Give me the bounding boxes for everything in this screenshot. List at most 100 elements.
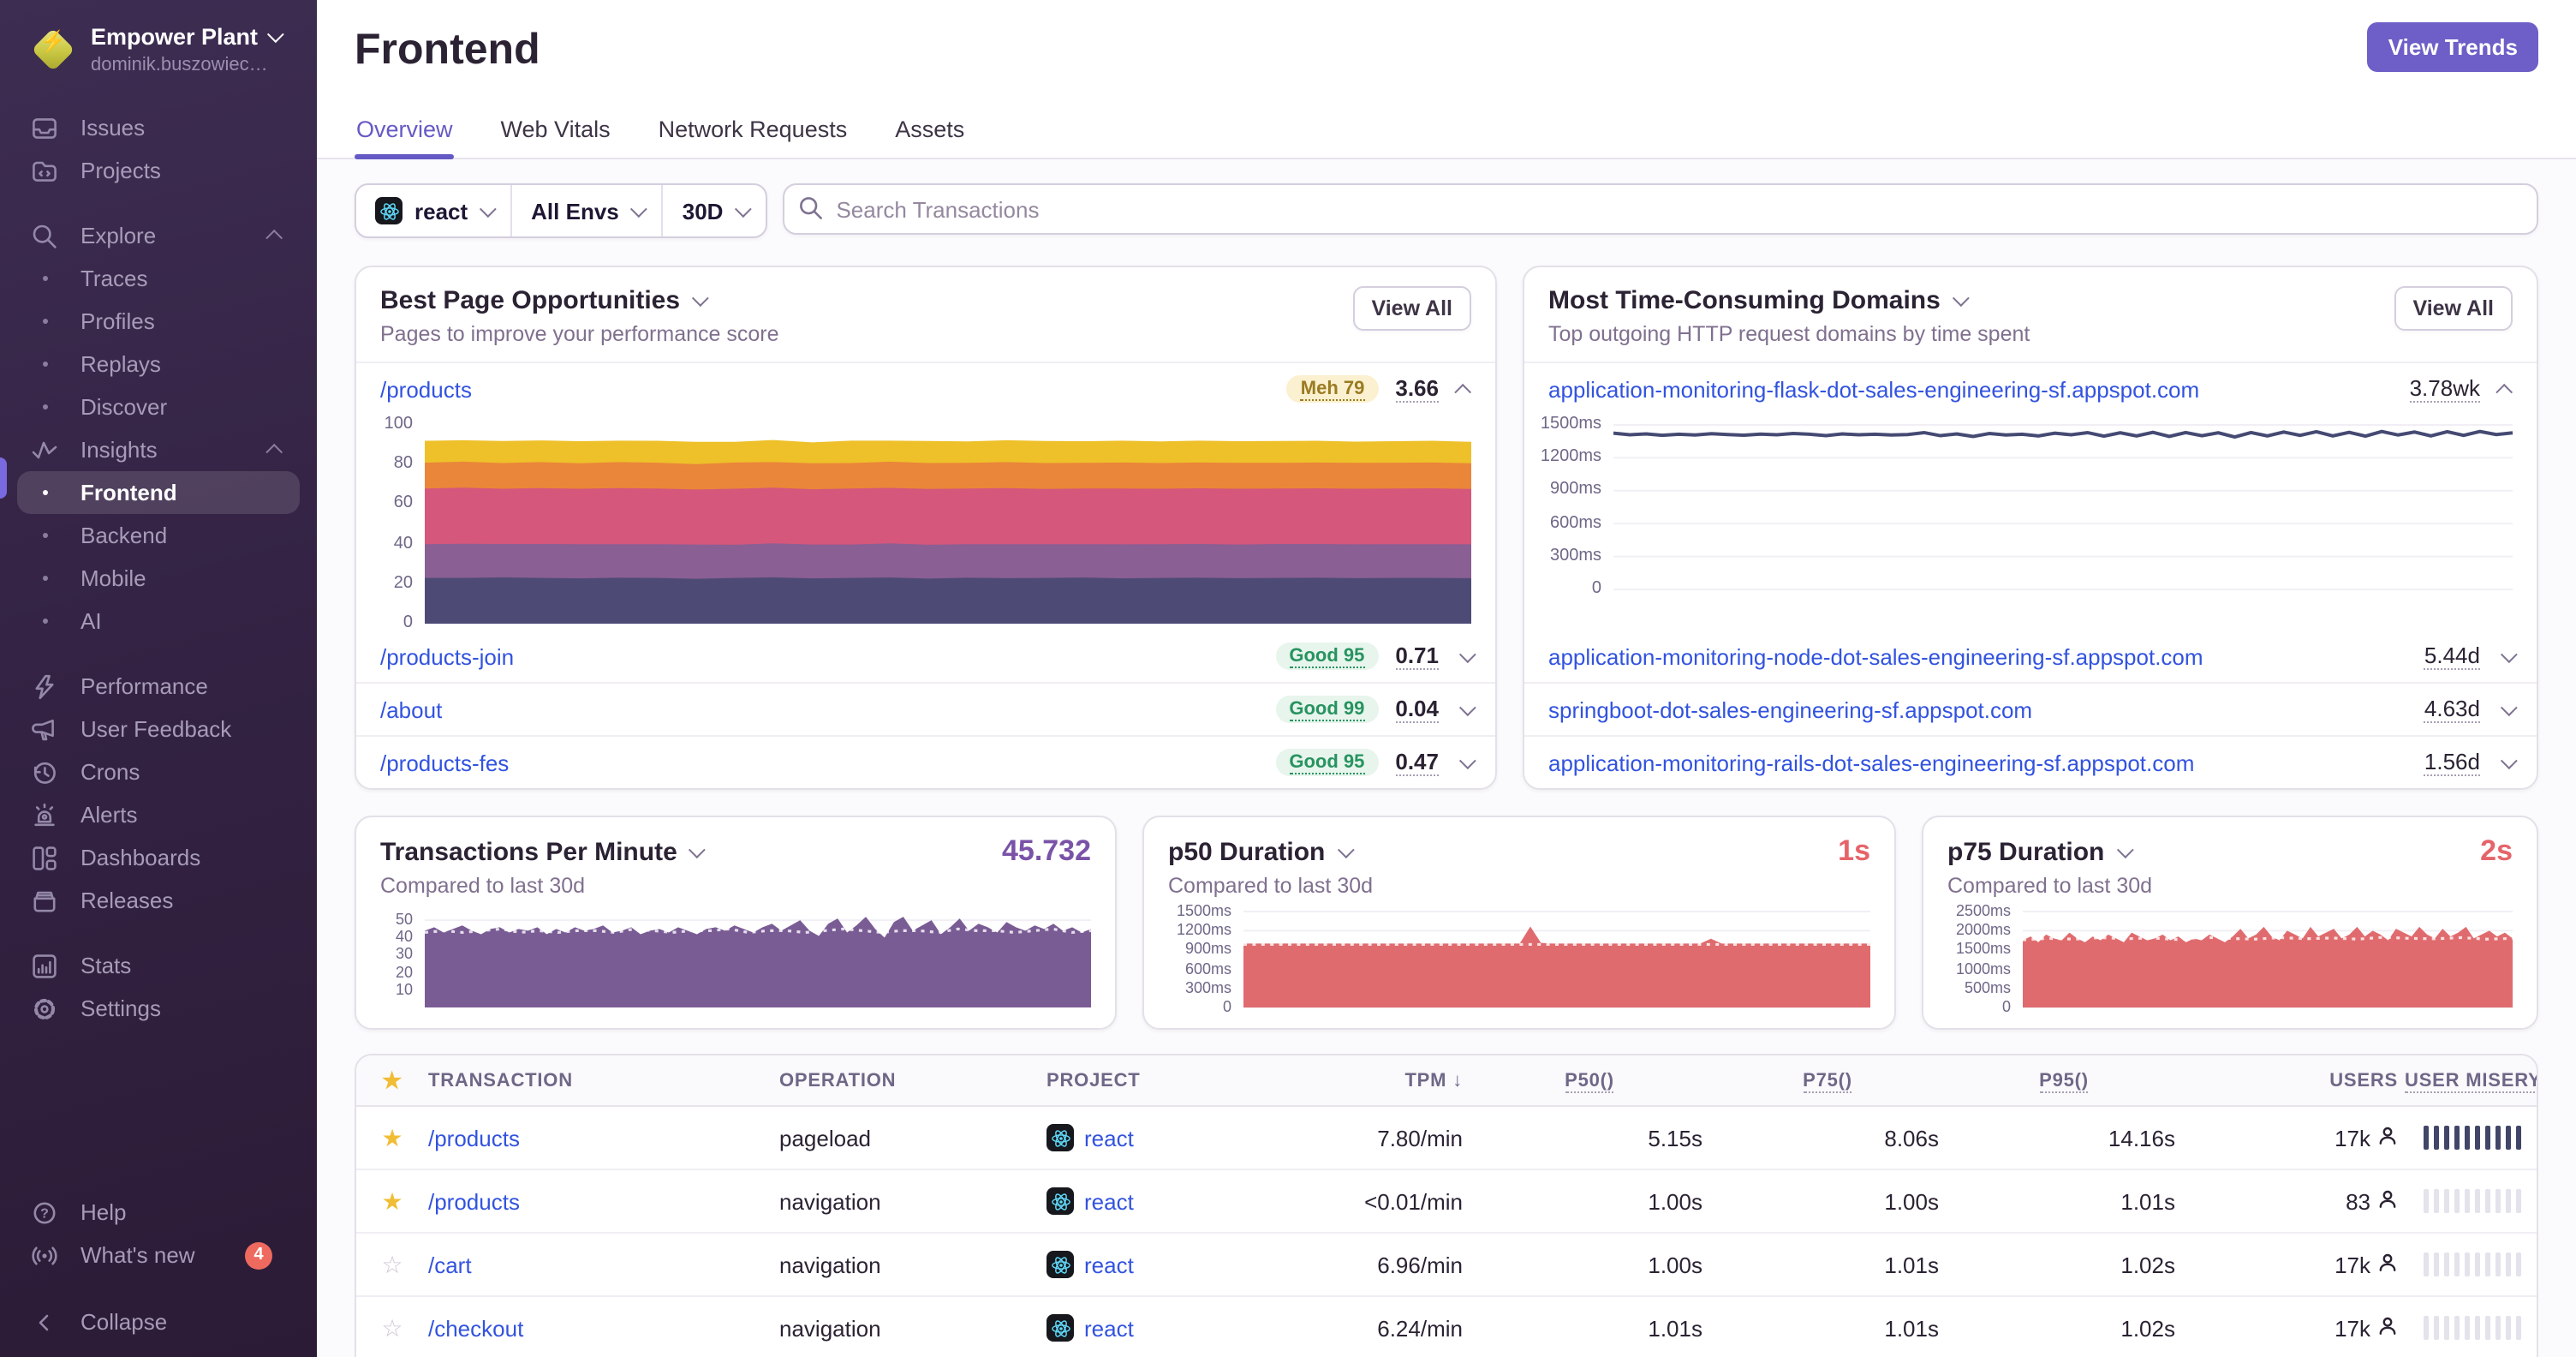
- card-title[interactable]: Most Time-Consuming Domains: [1548, 286, 2030, 315]
- environment-filter[interactable]: All Envs: [510, 185, 662, 236]
- sidebar-item-stats[interactable]: Stats: [17, 944, 300, 987]
- sidebar-item-performance[interactable]: Performance: [17, 665, 300, 708]
- siren-icon: [31, 801, 58, 828]
- sidebar-item-user-feedback[interactable]: User Feedback: [17, 708, 300, 750]
- column-header-tpm[interactable]: TPM ↓: [1315, 1070, 1470, 1091]
- collapse-row-icon[interactable]: [2496, 382, 2513, 400]
- expand-row-icon[interactable]: [1458, 645, 1476, 663]
- metric-subtitle: Compared to last 30d: [1168, 874, 1374, 898]
- sidebar-item-backend[interactable]: Backend: [17, 514, 300, 557]
- column-header-p50-[interactable]: P50(): [1470, 1070, 1709, 1092]
- column-header-user-misery[interactable]: USER MISERY: [2405, 1070, 2537, 1092]
- domain-row[interactable]: application-monitoring-rails-dot-sales-e…: [1524, 735, 2537, 788]
- transaction-link[interactable]: /checkout: [428, 1315, 524, 1341]
- column-header-users[interactable]: USERS: [2182, 1070, 2405, 1091]
- sidebar-item-discover[interactable]: Discover: [17, 386, 300, 428]
- domain-link[interactable]: application-monitoring-flask-dot-sales-e…: [1548, 376, 2200, 402]
- transaction-link[interactable]: /products: [428, 1188, 520, 1214]
- expand-row-icon[interactable]: [1458, 698, 1476, 716]
- active-item-accent: [0, 457, 7, 499]
- sidebar-item-crons[interactable]: Crons: [17, 750, 300, 793]
- tab-network-requests[interactable]: Network Requests: [658, 117, 848, 142]
- tab-assets[interactable]: Assets: [895, 117, 965, 142]
- react-project-icon: [375, 197, 402, 224]
- table-row[interactable]: ★ /products navigation react <0.01/min 1.00s 1…: [356, 1170, 2537, 1234]
- domain-link[interactable]: springboot-dot-sales-engineering-sf.apps…: [1548, 696, 2033, 722]
- column-header-operation[interactable]: OPERATION: [779, 1070, 1046, 1091]
- project-link[interactable]: react: [1084, 1252, 1134, 1277]
- expand-row-icon[interactable]: [2500, 645, 2518, 663]
- transaction-link[interactable]: /products-fes: [380, 750, 510, 775]
- star-toggle[interactable]: ☆: [356, 1313, 428, 1342]
- page-opportunity-row[interactable]: /about Good 99 0.04: [356, 682, 1495, 735]
- page-opportunity-row[interactable]: /products-fes Good 95 0.47: [356, 735, 1495, 788]
- sidebar-item-mobile[interactable]: Mobile: [17, 557, 300, 600]
- domain-row[interactable]: application-monitoring-node-dot-sales-en…: [1524, 631, 2537, 682]
- transaction-link[interactable]: /products: [380, 376, 472, 402]
- domain-link[interactable]: application-monitoring-rails-dot-sales-e…: [1548, 750, 2195, 775]
- collapse-row-icon[interactable]: [1454, 382, 1472, 400]
- sidebar-item-projects[interactable]: Projects: [17, 149, 300, 192]
- date-range-filter[interactable]: 30D: [661, 185, 766, 236]
- view-all-button[interactable]: View All: [1352, 286, 1471, 331]
- page-opportunity-row[interactable]: /products-join Good 95 0.71: [356, 631, 1495, 682]
- column-header-project[interactable]: PROJECT: [1046, 1070, 1315, 1091]
- transaction-link[interactable]: /cart: [428, 1252, 472, 1277]
- sidebar-item-dashboards[interactable]: Dashboards: [17, 836, 300, 879]
- transaction-link[interactable]: /about: [380, 696, 443, 722]
- transaction-link[interactable]: /products-join: [380, 643, 515, 669]
- sidebar-item-settings[interactable]: Settings: [17, 987, 300, 1030]
- page-opportunity-row[interactable]: /products Meh 79 3.66: [356, 363, 1495, 415]
- project-link[interactable]: react: [1084, 1188, 1134, 1214]
- tab-web-vitals[interactable]: Web Vitals: [500, 117, 611, 142]
- metric-title[interactable]: p75 Duration: [1947, 837, 2134, 866]
- sidebar-item-alerts[interactable]: Alerts: [17, 793, 300, 836]
- sidebar-item-help[interactable]: ? Help: [17, 1191, 300, 1234]
- sidebar-item-releases[interactable]: Releases: [17, 879, 300, 922]
- star-toggle[interactable]: ★: [356, 1187, 428, 1216]
- sidebar-item-explore[interactable]: Explore: [17, 214, 300, 257]
- column-header-star[interactable]: ★: [356, 1067, 428, 1094]
- sidebar-item-replays[interactable]: Replays: [17, 343, 300, 386]
- org-switcher[interactable]: ⚡ Empower Plant dominik.buszowiec…: [17, 21, 300, 79]
- column-header-p75-[interactable]: P75(): [1709, 1070, 1946, 1092]
- expand-row-icon[interactable]: [1458, 751, 1476, 769]
- sidebar-item-whats-new[interactable]: What's new 4: [17, 1234, 300, 1276]
- sidebar-item-label: Performance: [80, 673, 208, 699]
- sidebar-item-profiles[interactable]: Profiles: [17, 300, 300, 343]
- sidebar-item-insights[interactable]: Insights: [17, 428, 300, 471]
- transaction-link[interactable]: /products: [428, 1125, 520, 1151]
- project-link[interactable]: react: [1084, 1315, 1134, 1341]
- project-cell: react: [1046, 1314, 1315, 1342]
- card-title[interactable]: Best Page Opportunities: [380, 286, 779, 315]
- sidebar-item-issues[interactable]: Issues: [17, 106, 300, 149]
- metric-title[interactable]: p50 Duration: [1168, 837, 1355, 866]
- view-all-button[interactable]: View All: [2394, 286, 2513, 331]
- table-row[interactable]: ☆ /checkout navigation react 6.24/min 1.01s 1.…: [356, 1297, 2537, 1357]
- org-user: dominik.buszowiec…: [91, 55, 268, 75]
- domain-row[interactable]: springboot-dot-sales-engineering-sf.apps…: [1524, 682, 2537, 735]
- users-count: 83: [2346, 1188, 2370, 1214]
- star-toggle[interactable]: ★: [356, 1123, 428, 1152]
- project-link[interactable]: react: [1084, 1125, 1134, 1151]
- domain-row[interactable]: application-monitoring-flask-dot-sales-e…: [1524, 363, 2537, 415]
- table-row[interactable]: ☆ /cart navigation react 6.96/min 1.00s 1.01s 1…: [356, 1234, 2537, 1297]
- star-toggle[interactable]: ☆: [356, 1250, 428, 1279]
- table-row[interactable]: ★ /products pageload react 7.80/min 5.15s 8.06…: [356, 1107, 2537, 1170]
- view-trends-button[interactable]: View Trends: [2367, 22, 2538, 72]
- column-header-p95-[interactable]: P95(): [1946, 1070, 2182, 1092]
- metric-title[interactable]: Transactions Per Minute: [380, 837, 707, 866]
- column-header-transaction[interactable]: TRANSACTION: [428, 1070, 779, 1091]
- expand-row-icon[interactable]: [2500, 751, 2518, 769]
- search-input[interactable]: [783, 183, 2538, 235]
- expand-row-icon[interactable]: [2500, 698, 2518, 716]
- sidebar-item-frontend[interactable]: Frontend: [17, 471, 300, 514]
- sidebar-item-traces[interactable]: Traces: [17, 257, 300, 300]
- clock-icon: [31, 758, 58, 786]
- project-filter[interactable]: react: [356, 185, 510, 236]
- sidebar-item-ai[interactable]: AI: [17, 600, 300, 643]
- sidebar-collapse-button[interactable]: Collapse: [17, 1300, 300, 1343]
- domain-link[interactable]: application-monitoring-node-dot-sales-en…: [1548, 643, 2203, 669]
- tab-overview[interactable]: Overview: [355, 106, 456, 159]
- tpm-cell: 6.24/min: [1377, 1315, 1463, 1341]
